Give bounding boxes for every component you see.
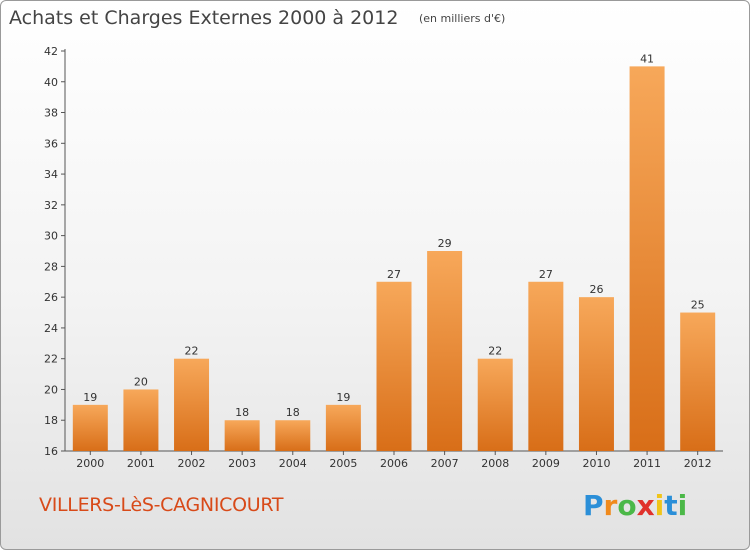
logo-letter: t	[664, 489, 678, 522]
y-tick-label: 42	[44, 45, 58, 58]
data-label: 41	[640, 52, 654, 65]
logo-letter: P	[583, 489, 604, 522]
chart-subtitle: (en milliers d'€)	[419, 12, 506, 25]
x-tick-label: 2004	[279, 457, 307, 470]
commune-name: VILLERS-LèS-CAGNICOURT	[39, 494, 284, 516]
logo-letter: i	[654, 489, 665, 522]
data-label: 25	[691, 299, 705, 312]
bar	[629, 66, 665, 451]
bar	[477, 358, 513, 451]
bar	[174, 358, 210, 451]
data-label: 18	[235, 406, 249, 419]
data-label: 18	[286, 406, 300, 419]
x-tick-label: 2000	[76, 457, 104, 470]
data-label: 29	[438, 237, 452, 250]
x-tick-label: 2005	[329, 457, 357, 470]
logo-letter: o	[617, 489, 637, 522]
y-tick-label: 20	[44, 383, 58, 396]
bar	[376, 281, 412, 451]
bar	[224, 420, 260, 451]
chart-title: Achats et Charges Externes 2000 à 2012	[9, 7, 399, 29]
x-tick-label: 2011	[633, 457, 661, 470]
y-tick-label: 22	[44, 353, 58, 366]
bar	[72, 404, 108, 451]
x-tick-label: 2001	[127, 457, 155, 470]
y-tick-label: 32	[44, 199, 58, 212]
data-label: 27	[387, 268, 401, 281]
y-tick-label: 26	[44, 291, 58, 304]
x-tick-label: 2003	[228, 457, 256, 470]
data-label: 22	[488, 345, 502, 358]
bar	[325, 404, 361, 451]
logo-letter: r	[603, 489, 618, 522]
data-label: 19	[336, 391, 350, 404]
x-tick-label: 2010	[582, 457, 610, 470]
data-label: 27	[539, 268, 553, 281]
data-label: 22	[185, 345, 199, 358]
bar	[578, 297, 614, 451]
data-label: 26	[589, 283, 603, 296]
y-tick-label: 34	[44, 168, 58, 181]
y-tick-label: 18	[44, 414, 58, 427]
x-tick-label: 2002	[178, 457, 206, 470]
y-tick-label: 24	[44, 322, 58, 335]
logo-letter: x	[636, 489, 655, 522]
x-tick-label: 2009	[532, 457, 560, 470]
logo-letter: i	[677, 489, 688, 522]
y-tick-label: 38	[44, 107, 58, 120]
x-tick-label: 2008	[481, 457, 509, 470]
x-tick-label: 2006	[380, 457, 408, 470]
bar	[275, 420, 311, 451]
y-tick-label: 30	[44, 230, 58, 243]
x-tick-label: 2012	[684, 457, 712, 470]
proxiti-logo: Proxiti	[583, 489, 687, 522]
data-label: 20	[134, 375, 148, 388]
bar	[680, 312, 716, 451]
x-tick-label: 2007	[431, 457, 459, 470]
bar	[528, 281, 564, 451]
data-label: 19	[83, 391, 97, 404]
y-tick-label: 16	[44, 445, 58, 458]
y-tick-label: 28	[44, 260, 58, 273]
bar	[427, 251, 463, 451]
bar	[123, 389, 159, 451]
y-tick-label: 36	[44, 137, 58, 150]
y-tick-label: 40	[44, 76, 58, 89]
